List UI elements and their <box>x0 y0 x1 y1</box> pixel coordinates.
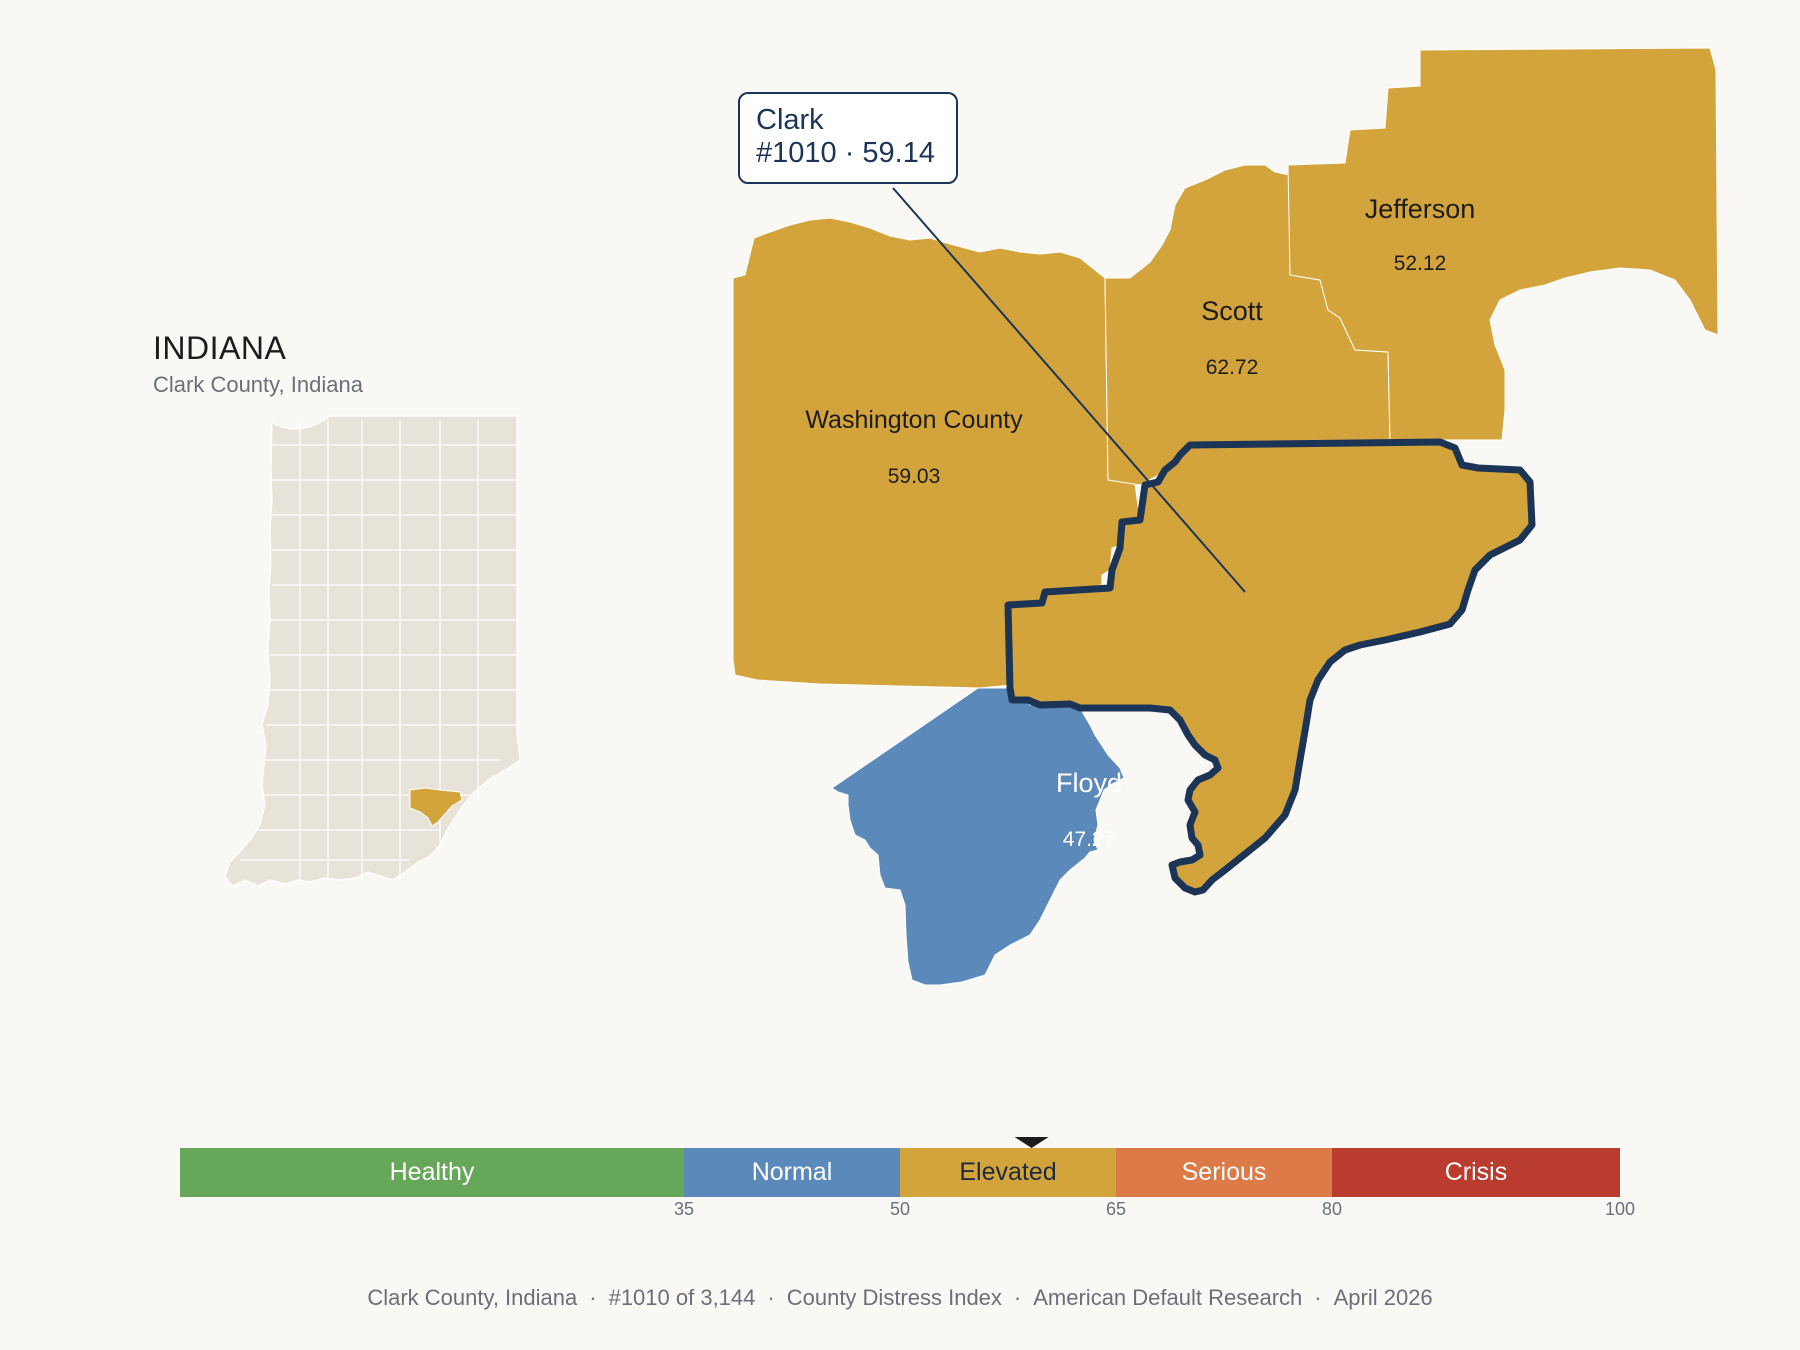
footer-source: American Default Research <box>1033 1285 1303 1310</box>
indiana-state-shape <box>224 415 521 887</box>
clark-county-inset-highlight <box>409 787 463 827</box>
indiana-county-lines <box>240 420 517 880</box>
selected-county-callout: Clark #1010 · 59.14 <box>738 92 958 184</box>
scale-marker-triangle <box>1014 1137 1049 1148</box>
county-name-jefferson: Jefferson <box>1365 194 1476 224</box>
scale-tick-35: 35 <box>673 1199 695 1219</box>
county-value-floyd: 47.27 <box>1063 828 1116 851</box>
callout-leader-line <box>892 187 1246 593</box>
state-subtitle: Clark County, Indiana <box>153 372 363 397</box>
callout-county-name: Clark <box>756 104 824 136</box>
county-map: Washington County 59.03 Scott 62.72 Jeff… <box>732 47 1719 986</box>
jefferson-county-shape[interactable] <box>1287 47 1719 441</box>
county-value-washington: 59.03 <box>888 465 941 488</box>
state-title: INDIANA <box>153 330 287 366</box>
county-name-floyd: Floyd <box>1056 768 1122 798</box>
floyd-county-shape[interactable] <box>831 687 1125 986</box>
scale-segment-normal: Normal <box>684 1148 900 1197</box>
county-name-washington: Washington County <box>805 406 1023 434</box>
county-value-scott: 62.72 <box>1206 356 1259 379</box>
footer-rank: #1010 of 3,144 <box>608 1285 756 1310</box>
scale-segment-serious: Serious <box>1116 1148 1332 1197</box>
scale-tick-100: 100 <box>1604 1199 1636 1219</box>
scale-tick-50: 50 <box>889 1199 911 1219</box>
scale-segment-healthy: Healthy <box>180 1148 684 1197</box>
scale-segment-elevated: Elevated <box>900 1148 1116 1197</box>
footer-credits: Clark County, Indiana · #1010 of 3,144 · Cou… <box>367 1285 1433 1310</box>
clark-county-shape[interactable] <box>1004 438 1536 896</box>
county-value-jefferson: 52.12 <box>1394 252 1447 275</box>
footer-date: April 2026 <box>1333 1285 1433 1310</box>
scale-tick-65: 65 <box>1105 1199 1127 1219</box>
scale-tick-80: 80 <box>1321 1199 1343 1219</box>
callout-county-detail: #1010 · 59.14 <box>756 137 935 169</box>
scale-segment-crisis: Crisis <box>1332 1148 1620 1197</box>
county-name-scott: Scott <box>1201 296 1263 326</box>
footer-county: Clark County, Indiana <box>367 1285 578 1310</box>
footer-index: County Distress Index <box>786 1285 1002 1310</box>
indiana-inset-map <box>224 415 521 887</box>
